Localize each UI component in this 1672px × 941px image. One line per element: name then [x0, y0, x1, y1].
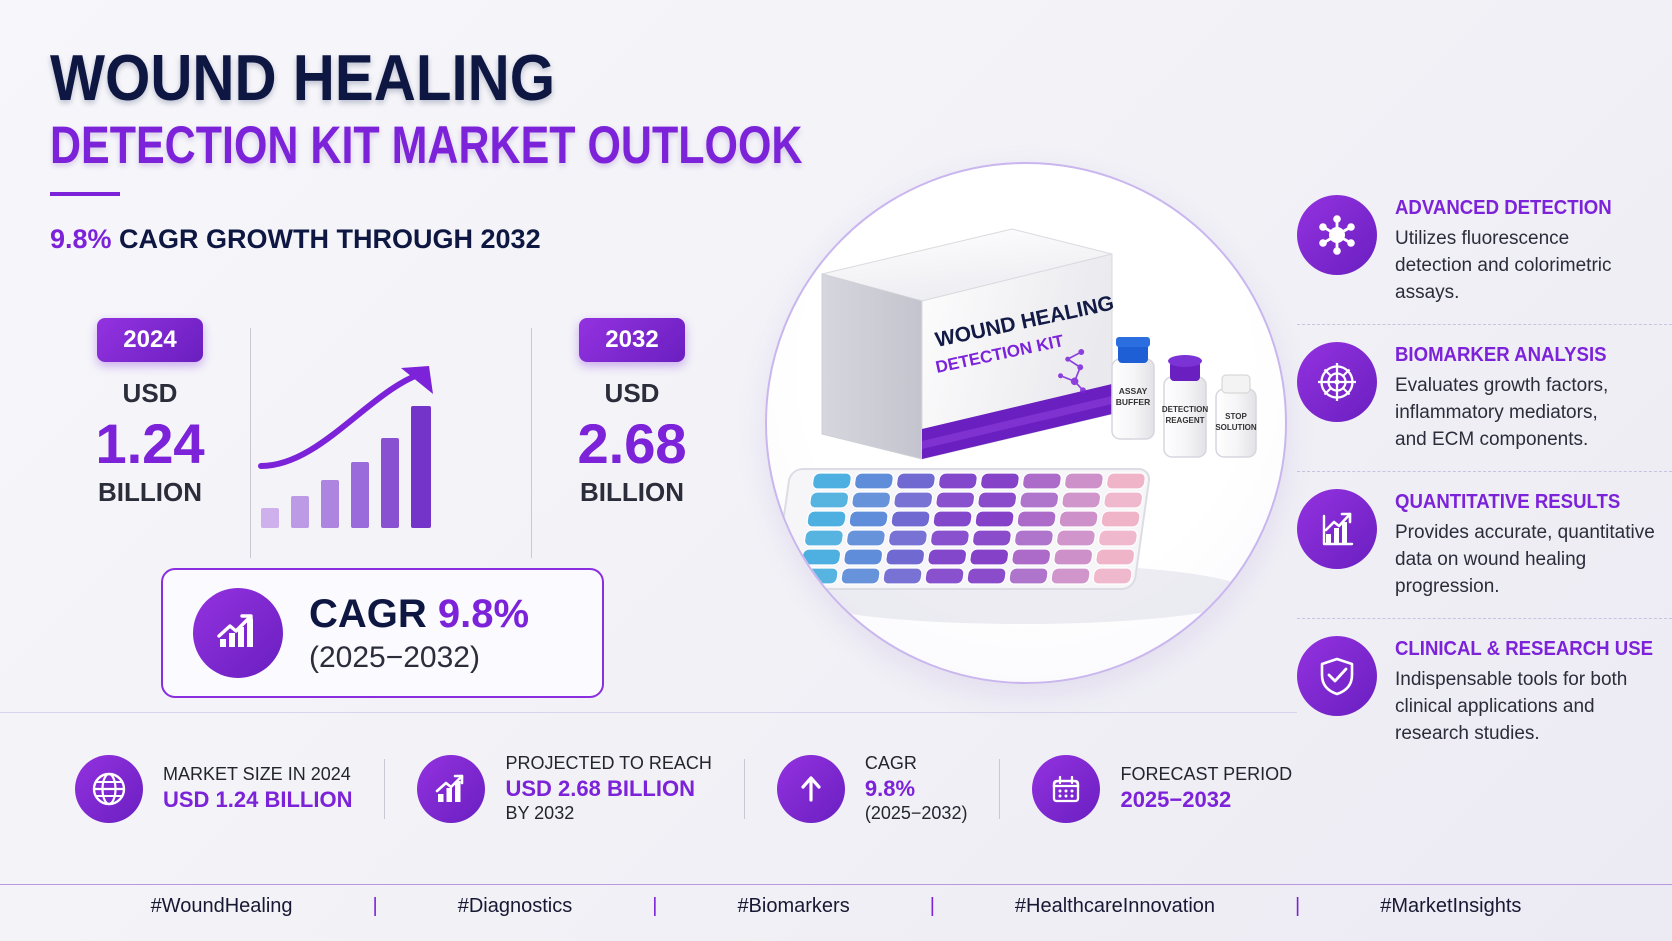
svg-text:STOP: STOP [1225, 412, 1247, 421]
svg-text:ASSAY: ASSAY [1119, 386, 1148, 396]
svg-text:SOLUTION: SOLUTION [1215, 423, 1257, 432]
svg-text:DETECTION: DETECTION [1162, 405, 1208, 414]
svg-text:BUFFER: BUFFER [1116, 397, 1150, 407]
svg-text:REAGENT: REAGENT [1165, 416, 1204, 425]
